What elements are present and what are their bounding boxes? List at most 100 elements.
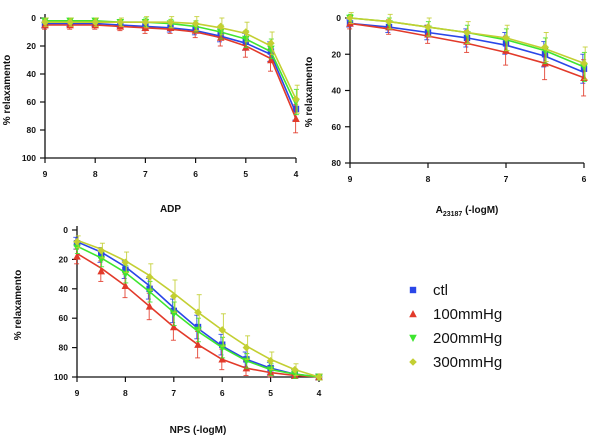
- y-tick-label: 100: [54, 372, 68, 382]
- data-point: [141, 18, 150, 26]
- data-point: [292, 95, 300, 103]
- data-point: [73, 252, 81, 260]
- y-tick-label: 40: [332, 86, 342, 96]
- data-point: [315, 373, 323, 381]
- y-tick-label: 0: [31, 13, 36, 23]
- x-axis-label: NPS (-logM): [170, 425, 227, 436]
- legend-marker-ctl: [409, 286, 417, 294]
- x-tick-label: 7: [504, 174, 509, 184]
- legend-label: ctl: [433, 282, 448, 299]
- data-point: [385, 17, 393, 26]
- data-point: [121, 258, 130, 267]
- x-tick-label: 5: [243, 169, 248, 179]
- data-point: [266, 357, 275, 365]
- y-tick-label: 80: [332, 158, 342, 168]
- data-point: [291, 365, 299, 374]
- data-point: [97, 267, 105, 275]
- data-point: [242, 28, 250, 36]
- data-point: [267, 45, 275, 53]
- y-axis-label: % relaxamento: [2, 55, 13, 126]
- y-tick-label: 80: [59, 343, 69, 353]
- x-tick-label: 7: [171, 388, 176, 398]
- x-tick-label: 9: [43, 169, 48, 179]
- data-point: [242, 35, 250, 43]
- data-point: [291, 370, 299, 379]
- y-tick-label: 20: [332, 49, 342, 59]
- y-tick-label: 40: [27, 69, 37, 79]
- data-point: [145, 273, 154, 281]
- x-tick-label: 4: [294, 169, 299, 179]
- legend-marker-100mmHg: [409, 310, 417, 318]
- y-axis-label: % relaxamento: [13, 270, 24, 341]
- legend-marker-300mmHg: [409, 358, 417, 366]
- x-tick-label: 6: [582, 174, 587, 184]
- data-point: [91, 18, 99, 26]
- x-tick-label: 6: [220, 388, 225, 398]
- series-300mmHg: [73, 235, 323, 381]
- legend-label: 200mmHg: [433, 330, 502, 347]
- y-tick-label: 40: [59, 284, 69, 294]
- y-tick-label: 80: [27, 125, 37, 135]
- data-point: [41, 18, 49, 26]
- y-axis-label: % relaxamento: [304, 57, 315, 128]
- x-tick-label: 9: [75, 388, 80, 398]
- data-point: [346, 14, 354, 22]
- x-axis-label-main: A: [436, 205, 443, 216]
- x-tick-label: 9: [348, 174, 353, 184]
- data-point: [424, 23, 432, 31]
- data-point: [194, 340, 202, 348]
- x-axis-label-unit: (-logM): [462, 205, 498, 216]
- data-point: [121, 281, 130, 290]
- x-tick-label: 5: [268, 388, 273, 398]
- legend-label: 300mmHg: [433, 354, 502, 371]
- legend-marker-200mmHg: [409, 334, 417, 342]
- data-point: [170, 292, 178, 300]
- data-point: [145, 302, 154, 310]
- x-axis-label-subscript: 23187: [443, 211, 463, 218]
- data-point: [218, 355, 226, 363]
- data-point: [242, 343, 251, 352]
- data-point: [170, 323, 178, 331]
- data-point: [191, 19, 200, 28]
- y-tick-label: 20: [27, 41, 37, 51]
- x-axis-label: ADP: [160, 204, 181, 215]
- data-point: [97, 246, 105, 255]
- data-point: [194, 308, 202, 317]
- data-point: [66, 18, 74, 26]
- data-point: [463, 28, 471, 37]
- y-tick-label: 0: [336, 13, 341, 23]
- y-tick-label: 20: [59, 254, 69, 264]
- y-tick-label: 100: [22, 153, 36, 163]
- data-point: [116, 18, 125, 26]
- series-300mmHg: [346, 12, 588, 81]
- y-tick-label: 0: [63, 225, 68, 235]
- data-point: [580, 59, 588, 68]
- data-point: [218, 326, 226, 334]
- x-tick-label: 4: [317, 388, 322, 398]
- data-point: [166, 18, 175, 26]
- series-line: [45, 22, 297, 114]
- x-tick-label: 8: [123, 388, 128, 398]
- data-point: [216, 22, 225, 31]
- series-300mmHg: [41, 16, 300, 114]
- data-point: [267, 39, 275, 47]
- y-tick-label: 60: [27, 97, 37, 107]
- data-point: [541, 43, 549, 51]
- legend-label: 100mmHg: [433, 306, 502, 323]
- legend: ctl 100mmHg 200mmHg 300mmHg: [409, 282, 502, 371]
- data-point: [73, 237, 81, 246]
- data-point: [216, 28, 225, 36]
- data-point: [292, 114, 300, 122]
- series-100mmHg: [41, 20, 300, 134]
- x-tick-label: 8: [93, 169, 98, 179]
- x-tick-label: 6: [193, 169, 198, 179]
- y-tick-label: 60: [332, 122, 342, 132]
- x-tick-label: 8: [426, 174, 431, 184]
- y-tick-label: 60: [59, 313, 69, 323]
- series-ctl: [41, 20, 300, 121]
- data-point: [267, 56, 275, 64]
